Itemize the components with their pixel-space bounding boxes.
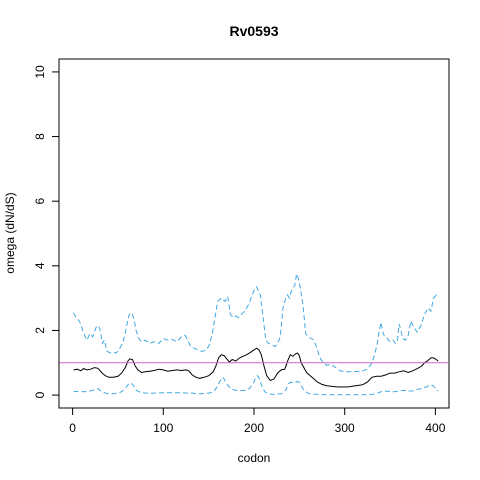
x-tick-label: 0 (69, 421, 76, 435)
x-tick-label: 300 (335, 421, 355, 435)
x-axis-label: codon (238, 451, 271, 465)
y-tick-label: 8 (33, 133, 47, 140)
y-tick-label: 0 (33, 391, 47, 398)
series-line-upper (73, 271, 439, 373)
x-tick-label: 100 (153, 421, 173, 435)
series-line-lower (73, 374, 439, 396)
y-tick-label: 4 (33, 262, 47, 269)
series-line-estimate (73, 347, 439, 388)
x-axis: 0 100 200 300 400 (69, 407, 446, 435)
y-tick-label: 2 (33, 327, 47, 334)
y-tick-label: 10 (33, 65, 47, 79)
plot-frame (58, 58, 450, 409)
plot-area (59, 271, 449, 396)
chart-title: Rv0593 (229, 23, 278, 39)
x-tick-label: 400 (425, 421, 445, 435)
y-axis-label: omega (dN/dS) (3, 192, 17, 273)
y-axis: 0 2 4 6 8 10 (33, 65, 60, 398)
x-tick-label: 200 (244, 421, 264, 435)
y-tick-label: 6 (33, 198, 47, 205)
